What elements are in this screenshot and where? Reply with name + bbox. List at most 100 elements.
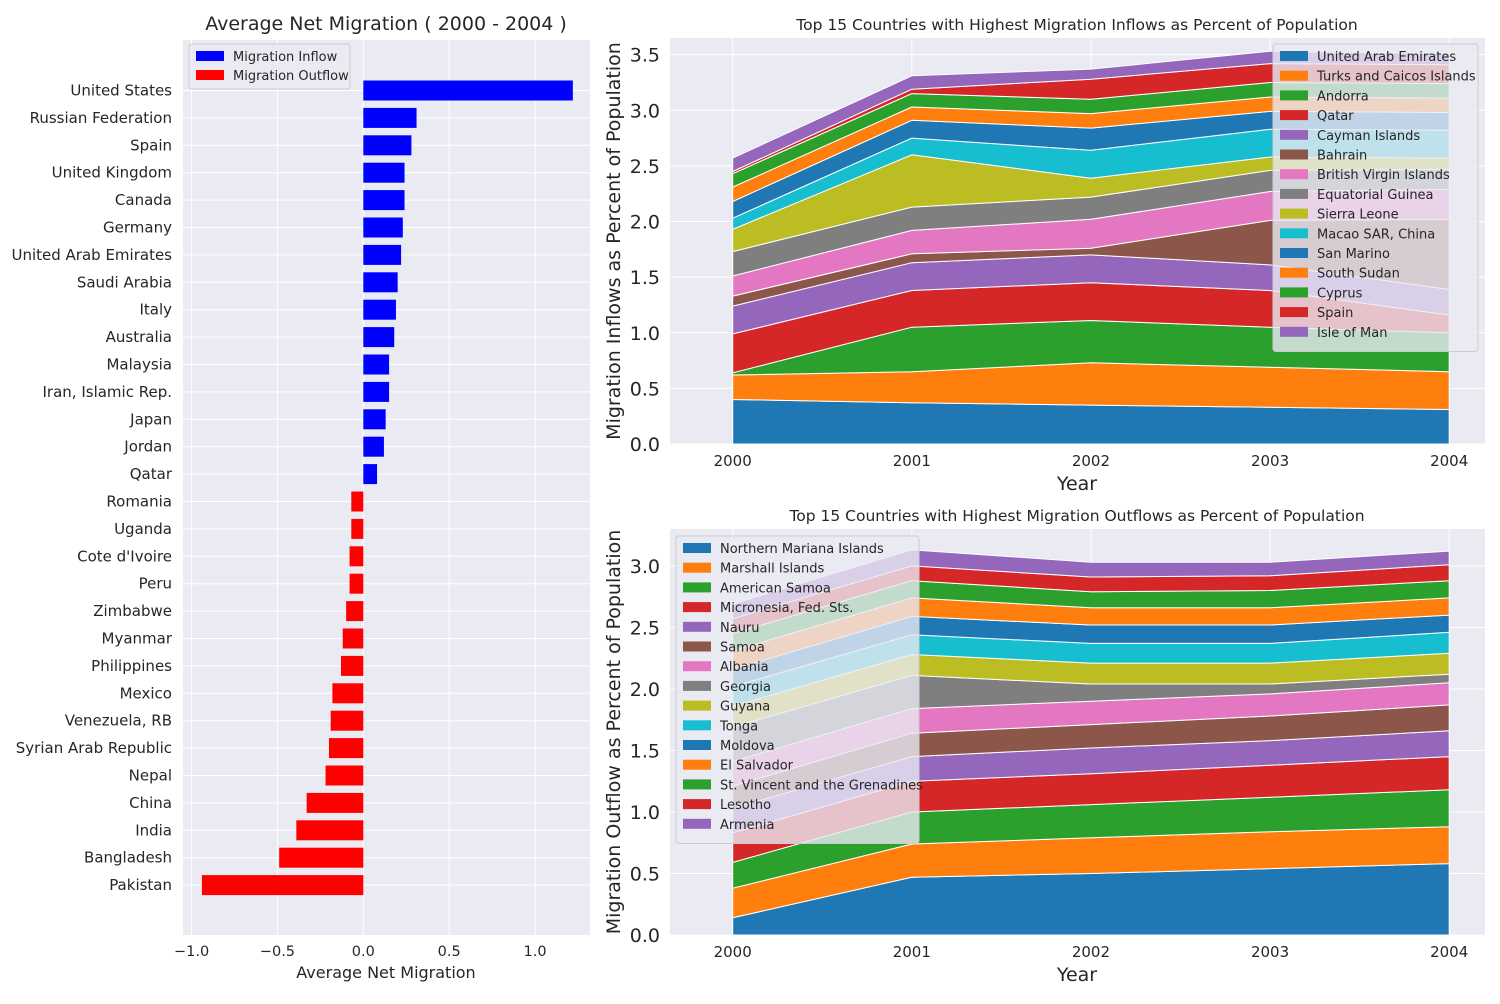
outflow-legend-swatch	[683, 621, 711, 632]
bar-legend-frame	[188, 43, 351, 90]
bar-category-label: United Kingdom	[52, 164, 172, 182]
bar-x-tick-label: 0.0	[352, 944, 375, 960]
inflow-legend-swatch	[1280, 110, 1308, 121]
bar-canada	[363, 190, 405, 211]
inflow-legend-swatch	[1280, 70, 1308, 81]
outflow-y-axis-label: Migration Outflow as Percent of Populati…	[603, 530, 625, 935]
bar-cote-d-ivoire	[349, 546, 364, 567]
inflow-x-axis-label: Year	[1056, 473, 1097, 495]
bar-category-label: Romania	[106, 493, 172, 511]
bar-pakistan	[201, 875, 364, 896]
outflow-legend-label: Lesotho	[720, 798, 771, 813]
bar-bangladesh	[279, 847, 364, 868]
bar-romania	[351, 491, 364, 512]
bar-iran-islamic-rep	[363, 381, 390, 402]
bar-category-label: Syrian Arab Republic	[16, 739, 172, 757]
bar-peru	[349, 573, 364, 594]
bar-spain	[363, 135, 412, 156]
outflow-legend-swatch	[683, 582, 711, 593]
inflow-legend-label: Qatar	[1317, 109, 1354, 124]
bar-category-labels: United States Russian Federation Spain Unit…	[11, 82, 172, 895]
inflow-legend-swatch	[1280, 90, 1308, 101]
inflow-y-axis-label: Migration Inflows as Percent of Populati…	[603, 42, 625, 440]
bar-category-label: Bangladesh	[84, 849, 172, 867]
bar-legend: Migration Inflow Migration Outflow	[188, 43, 351, 90]
inflow-legend-label: Cyprus	[1317, 286, 1363, 301]
inflow-y-tick-label: 2.0	[630, 212, 660, 234]
bar-nepal	[325, 765, 364, 786]
bar-uganda	[351, 518, 364, 539]
outflow-legend-label: Moldova	[720, 739, 775, 754]
outflow-legend-swatch	[683, 779, 711, 790]
bar-united-arab-emirates	[363, 244, 402, 265]
inflow-legend-swatch	[1280, 248, 1308, 258]
inflow-legend-label: Cayman Islands	[1317, 129, 1420, 144]
bar-syrian-arab-republic	[328, 738, 364, 759]
bar-japan	[363, 409, 386, 430]
outflow-legend-label: Georgia	[720, 680, 771, 695]
inflow-y-tick-label: 3.5	[630, 45, 660, 67]
bar-italy	[363, 299, 396, 320]
outflow-chart-title: Top 15 Countries with Highest Migration …	[788, 507, 1364, 525]
inflow-chart-title: Top 15 Countries with Highest Migration …	[795, 16, 1357, 34]
bar-category-label: Peru	[139, 575, 172, 593]
inflow-legend-swatch	[1280, 208, 1308, 219]
bar-category-label: Italy	[139, 301, 172, 319]
outflow-legend-swatch	[683, 602, 711, 613]
outflow-legend-label: Samoa	[720, 641, 765, 656]
outflow-area-chart: 0.00.51.01.52.02.53.0 2000 2001 2002 2003 20…	[603, 507, 1485, 986]
bar-china	[306, 792, 364, 813]
bar-category-label: Jordan	[123, 438, 172, 456]
outflow-legend-label: Micronesia, Fed. Sts.	[720, 601, 853, 616]
inflow-y-tick-label: 1.5	[630, 267, 660, 289]
bar-category-label: Myanmar	[102, 630, 173, 648]
inflow-legend-label: Isle of Man	[1317, 326, 1387, 341]
outflow-legend-label: Northern Mariana Islands	[720, 542, 884, 557]
inflow-legend-swatch	[1280, 169, 1308, 180]
outflow-legend-label: Guyana	[720, 700, 770, 715]
bar-category-label: United States	[70, 82, 172, 100]
outflow-legend-swatch	[683, 799, 711, 810]
legend-swatch-inflow	[196, 51, 224, 61]
outflow-legend-swatch	[683, 818, 711, 829]
outflow-legend-label: Nauru	[720, 621, 760, 636]
outflow-x-tick-label: 2000	[714, 943, 752, 961]
outflow-legend-label: American Samoa	[720, 581, 831, 596]
outflow-y-tick-label: 2.0	[630, 679, 660, 701]
legend-label-outflow: Migration Outflow	[233, 69, 349, 84]
inflow-legend-swatch	[1280, 228, 1308, 239]
bar-x-axis-label: Average Net Migration	[296, 963, 475, 982]
inflow-legend-frame	[1272, 43, 1479, 352]
outflow-y-tick-label: 0.5	[630, 863, 660, 885]
bar-india	[296, 820, 364, 841]
bar-myanmar	[342, 628, 364, 649]
inflow-x-tick-label: 2000	[714, 452, 752, 470]
outflow-legend-swatch	[683, 700, 711, 711]
outflow-legend-swatch	[683, 740, 711, 750]
bar-category-label: Australia	[106, 328, 172, 346]
legend-label-inflow: Migration Inflow	[233, 50, 338, 65]
bar-australia	[363, 327, 395, 348]
inflow-legend: United Arab Emirates Turks and Caicos Isl…	[1272, 43, 1479, 352]
inflow-y-tick-label: 2.5	[630, 156, 660, 178]
outflow-legend-swatch	[683, 641, 711, 652]
bar-venezuela-rb	[330, 710, 364, 731]
bar-category-label: Pakistan	[109, 876, 172, 894]
bar-jordan	[363, 436, 384, 457]
bar-category-label: Mexico	[120, 684, 172, 702]
bar-x-tick-label: 0.5	[438, 944, 461, 960]
inflow-x-tick-labels: 2000 2001 2002 2003 2004	[714, 452, 1469, 470]
outflow-legend-label: El Salvador	[720, 759, 794, 774]
bar-category-label: China	[129, 794, 172, 812]
outflow-legend-swatch	[683, 720, 711, 731]
inflow-x-tick-label: 2001	[893, 452, 931, 470]
bar-category-label: Zimbabwe	[93, 602, 172, 620]
inflow-y-tick-label: 0.0	[630, 434, 660, 456]
inflow-legend-label: South Sudan	[1317, 267, 1400, 282]
bar-united-kingdom	[363, 162, 405, 183]
inflow-area-chart: 0.00.51.01.52.02.53.03.5 2000 2001 2002 200…	[603, 16, 1485, 495]
outflow-y-tick-labels: 0.0 0.5 1.0 1.5 2.0 2.5 3.0	[630, 556, 660, 947]
bar-chart-title: Average Net Migration ( 2000 - 2004 )	[205, 13, 567, 35]
